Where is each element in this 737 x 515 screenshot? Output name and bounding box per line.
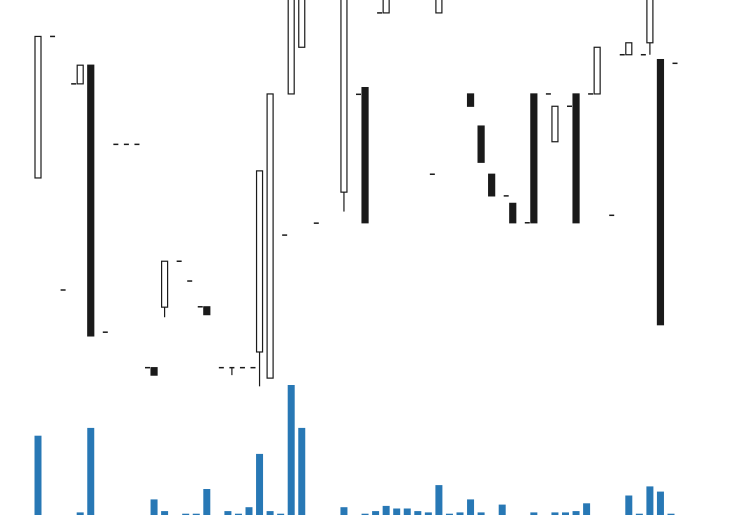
volume-bar [76,512,84,515]
volume-bar [192,513,200,515]
candle-up [646,0,654,44]
volume-bar [277,513,285,515]
volume-bar [182,513,190,515]
volume-bar [87,427,95,515]
candle-down [466,93,475,107]
volume-bar [562,512,569,515]
volume-bar [234,513,242,515]
volume-bar [340,507,348,515]
volume-bar [256,453,264,515]
volume-bar [266,511,274,515]
candle-up [266,93,274,379]
candle-down [572,93,580,224]
volume-bar [530,512,538,515]
candle-down [87,64,95,337]
candle-down [530,93,538,224]
candle-up [255,170,264,353]
volume-bar [224,511,232,515]
volume-bar [498,504,506,515]
candle-down [361,86,369,224]
volume-bar [414,511,422,515]
candle-up [382,0,390,14]
volume-bar [625,495,633,515]
candle-up [287,0,295,95]
candle-down [656,58,665,326]
candle-up [298,0,306,48]
candle-down [150,367,158,376]
volume-bar [435,485,443,515]
candle-down [477,125,485,163]
volume-bar [445,513,453,515]
volume-bar [424,512,432,515]
volume-bar [403,508,411,515]
volume-bar [393,508,401,515]
volume-bar [477,512,485,515]
candle-up [593,46,601,95]
volume-bar [298,427,306,515]
candle-up [625,42,633,56]
volume-bar [656,491,664,515]
candle-up [435,0,443,14]
candle-up [340,0,348,193]
volume-bar [372,511,380,515]
candle-up [551,105,559,143]
volume-bar [551,512,559,515]
candle-up [34,35,42,179]
candle-down [488,173,496,197]
volume-bars [34,385,675,515]
candle-down [509,202,517,224]
volume-bar [361,513,369,515]
volume-bar [456,512,464,515]
volume-bar [382,505,390,515]
volume-bar [667,513,675,515]
volume-bar [161,511,169,515]
volume-bar [572,511,580,515]
volume-bar [34,435,42,515]
volume-bar [646,486,654,515]
volume-bar [287,385,295,515]
volume-bar [203,489,211,515]
volume-bar [583,503,591,515]
candle-down [203,306,211,316]
candlesticks [34,0,678,387]
volume-bar [245,507,253,515]
candle-up [161,260,169,308]
volume-bar [635,513,643,515]
volume-bar [467,499,475,515]
candle-up [76,64,84,85]
volume-bar [150,499,158,515]
